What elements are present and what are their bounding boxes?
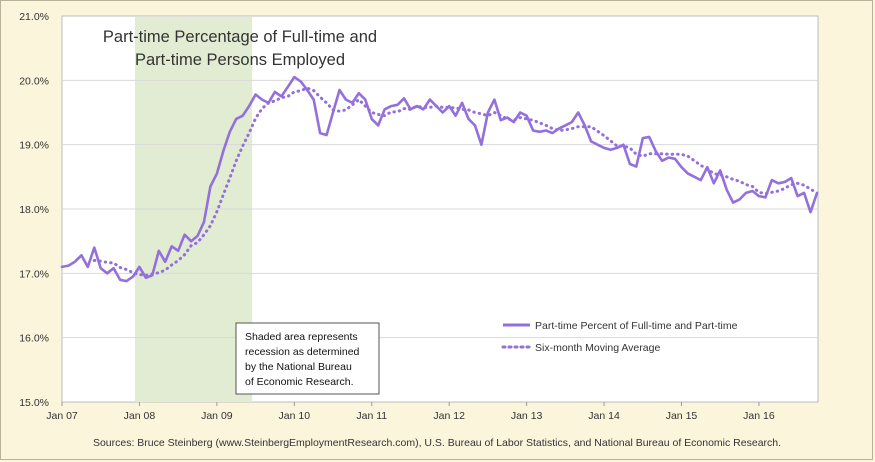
legend-label-part-time: Part-time Percent of Full-time and Part-… [535,320,738,332]
x-tick-label: Jan 08 [124,410,156,422]
legend-label-moving-average: Six-month Moving Average [535,342,660,354]
note-line-2: recession as determined [245,346,360,358]
x-tick-label: Jan 15 [666,410,698,422]
y-tick-label: 21.0% [19,11,49,23]
series-line-part-time-percent [60,75,819,283]
y-tick-label: 15.0% [19,397,49,409]
note-box: Shaded area represents recession as dete… [235,322,380,395]
y-tick-label: 16.0% [19,333,49,345]
x-tick-label: Jan 16 [743,410,775,422]
legend: Part-time Percent of Full-time and Part-… [501,320,738,354]
y-tick-label: 17.0% [19,268,49,280]
chart-title-line-1: Part-time Percentage of Full-time and [103,28,377,46]
series-line-moving-average [92,86,819,277]
note-line-1: Shaded area represents [245,331,358,343]
x-tick-label: Jan 14 [588,410,620,422]
x-tick-label: Jan 07 [46,410,78,422]
x-axis-ticks: Jan 07 Jan 08 Jan 09 Jan 10 Jan 11 Jan 12 Jan … [46,402,775,422]
note-line-4: of Economic Research. [245,376,354,388]
x-tick-label: Jan 12 [433,410,465,422]
note-line-3: by the National Bureau [245,361,352,373]
x-tick-label: Jan 11 [356,410,387,422]
y-axis-ticks: 15.0% 16.0% 17.0% 18.0% 19.0% 20.0% 21.0% [19,11,49,409]
series-layer [60,75,819,283]
y-tick-label: 19.0% [19,140,49,152]
x-tick-label: Jan 09 [201,410,233,422]
x-tick-label: Jan 10 [279,410,311,422]
chart-title-line-2: Part-time Persons Employed [135,51,345,69]
source-note: Sources: Bruce Steinberg (www.SteinbergE… [93,437,781,449]
y-tick-label: 18.0% [19,204,49,216]
y-tick-label: 20.0% [19,75,49,87]
gridlines [62,79,818,339]
x-tick-label: Jan 13 [511,410,543,422]
